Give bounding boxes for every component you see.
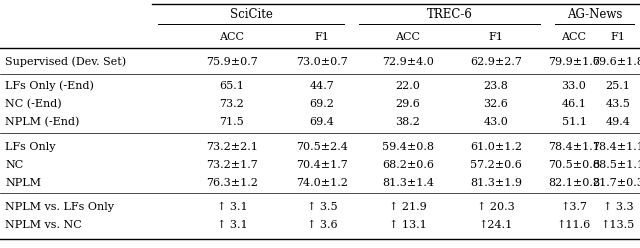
Text: 68.2±0.6: 68.2±0.6 bbox=[382, 160, 434, 170]
Text: SciCite: SciCite bbox=[230, 7, 273, 21]
Text: NPLM vs. LFs Only: NPLM vs. LFs Only bbox=[5, 202, 114, 212]
Text: ↑24.1: ↑24.1 bbox=[479, 220, 513, 230]
Text: 43.0: 43.0 bbox=[484, 117, 508, 127]
Text: 57.2±0.6: 57.2±0.6 bbox=[470, 160, 522, 170]
Text: 22.0: 22.0 bbox=[396, 81, 420, 91]
Text: 70.5±2.4: 70.5±2.4 bbox=[296, 142, 348, 152]
Text: 33.0: 33.0 bbox=[561, 81, 586, 91]
Text: 71.5: 71.5 bbox=[220, 117, 244, 127]
Text: NPLM: NPLM bbox=[5, 178, 41, 188]
Text: 73.2±2.1: 73.2±2.1 bbox=[206, 142, 258, 152]
Text: ↑ 3.1: ↑ 3.1 bbox=[217, 202, 247, 212]
Text: AG-News: AG-News bbox=[567, 7, 622, 21]
Text: 25.1: 25.1 bbox=[605, 81, 630, 91]
Text: 78.4±1.1: 78.4±1.1 bbox=[548, 142, 600, 152]
Text: 75.9±0.7: 75.9±0.7 bbox=[206, 57, 258, 67]
Text: 69.2: 69.2 bbox=[310, 99, 335, 109]
Text: 29.6: 29.6 bbox=[396, 99, 420, 109]
Text: 69.4: 69.4 bbox=[310, 117, 335, 127]
Text: 61.0±1.2: 61.0±1.2 bbox=[470, 142, 522, 152]
Text: NC (-End): NC (-End) bbox=[5, 99, 61, 109]
Text: 65.1: 65.1 bbox=[220, 81, 244, 91]
Text: Supervised (Dev. Set): Supervised (Dev. Set) bbox=[5, 57, 126, 67]
Text: 73.2±1.7: 73.2±1.7 bbox=[206, 160, 258, 170]
Text: ACC: ACC bbox=[220, 32, 244, 42]
Text: NPLM (-End): NPLM (-End) bbox=[5, 117, 79, 127]
Text: 38.2: 38.2 bbox=[396, 117, 420, 127]
Text: 81.3±1.9: 81.3±1.9 bbox=[470, 178, 522, 188]
Text: ↑ 13.1: ↑ 13.1 bbox=[389, 220, 427, 230]
Text: TREC-6: TREC-6 bbox=[427, 7, 472, 21]
Text: 73.2: 73.2 bbox=[220, 99, 244, 109]
Text: 82.1±0.2: 82.1±0.2 bbox=[548, 178, 600, 188]
Text: F1: F1 bbox=[315, 32, 330, 42]
Text: 81.7±0.3: 81.7±0.3 bbox=[592, 178, 640, 188]
Text: ↑ 21.9: ↑ 21.9 bbox=[389, 202, 427, 212]
Text: 59.4±0.8: 59.4±0.8 bbox=[382, 142, 434, 152]
Text: ↑ 3.3: ↑ 3.3 bbox=[603, 202, 634, 212]
Text: 76.3±1.2: 76.3±1.2 bbox=[206, 178, 258, 188]
Text: ACC: ACC bbox=[561, 32, 586, 42]
Text: 70.4±1.7: 70.4±1.7 bbox=[296, 160, 348, 170]
Text: ↑11.6: ↑11.6 bbox=[557, 220, 591, 230]
Text: 79.9±1.6: 79.9±1.6 bbox=[548, 57, 600, 67]
Text: LFs Only (-End): LFs Only (-End) bbox=[5, 81, 94, 91]
Text: 44.7: 44.7 bbox=[310, 81, 334, 91]
Text: 70.5±0.8: 70.5±0.8 bbox=[548, 160, 600, 170]
Text: 23.8: 23.8 bbox=[484, 81, 508, 91]
Text: ACC: ACC bbox=[396, 32, 420, 42]
Text: ↑ 20.3: ↑ 20.3 bbox=[477, 202, 515, 212]
Text: 68.5±1.1: 68.5±1.1 bbox=[592, 160, 640, 170]
Text: ↑3.7: ↑3.7 bbox=[561, 202, 588, 212]
Text: ↑ 3.1: ↑ 3.1 bbox=[217, 220, 247, 230]
Text: 32.6: 32.6 bbox=[484, 99, 508, 109]
Text: 79.6±1.8: 79.6±1.8 bbox=[592, 57, 640, 67]
Text: 43.5: 43.5 bbox=[605, 99, 630, 109]
Text: 72.9±4.0: 72.9±4.0 bbox=[382, 57, 434, 67]
Text: 78.4±1.1: 78.4±1.1 bbox=[592, 142, 640, 152]
Text: 62.9±2.7: 62.9±2.7 bbox=[470, 57, 522, 67]
Text: F1: F1 bbox=[611, 32, 625, 42]
Text: LFs Only: LFs Only bbox=[5, 142, 56, 152]
Text: ↑13.5: ↑13.5 bbox=[601, 220, 635, 230]
Text: NPLM vs. NC: NPLM vs. NC bbox=[5, 220, 82, 230]
Text: 51.1: 51.1 bbox=[561, 117, 586, 127]
Text: 74.0±1.2: 74.0±1.2 bbox=[296, 178, 348, 188]
Text: ↑ 3.5: ↑ 3.5 bbox=[307, 202, 337, 212]
Text: F1: F1 bbox=[488, 32, 504, 42]
Text: 73.0±0.7: 73.0±0.7 bbox=[296, 57, 348, 67]
Text: 49.4: 49.4 bbox=[605, 117, 630, 127]
Text: 81.3±1.4: 81.3±1.4 bbox=[382, 178, 434, 188]
Text: NC: NC bbox=[5, 160, 23, 170]
Text: 46.1: 46.1 bbox=[561, 99, 586, 109]
Text: ↑ 3.6: ↑ 3.6 bbox=[307, 220, 337, 230]
